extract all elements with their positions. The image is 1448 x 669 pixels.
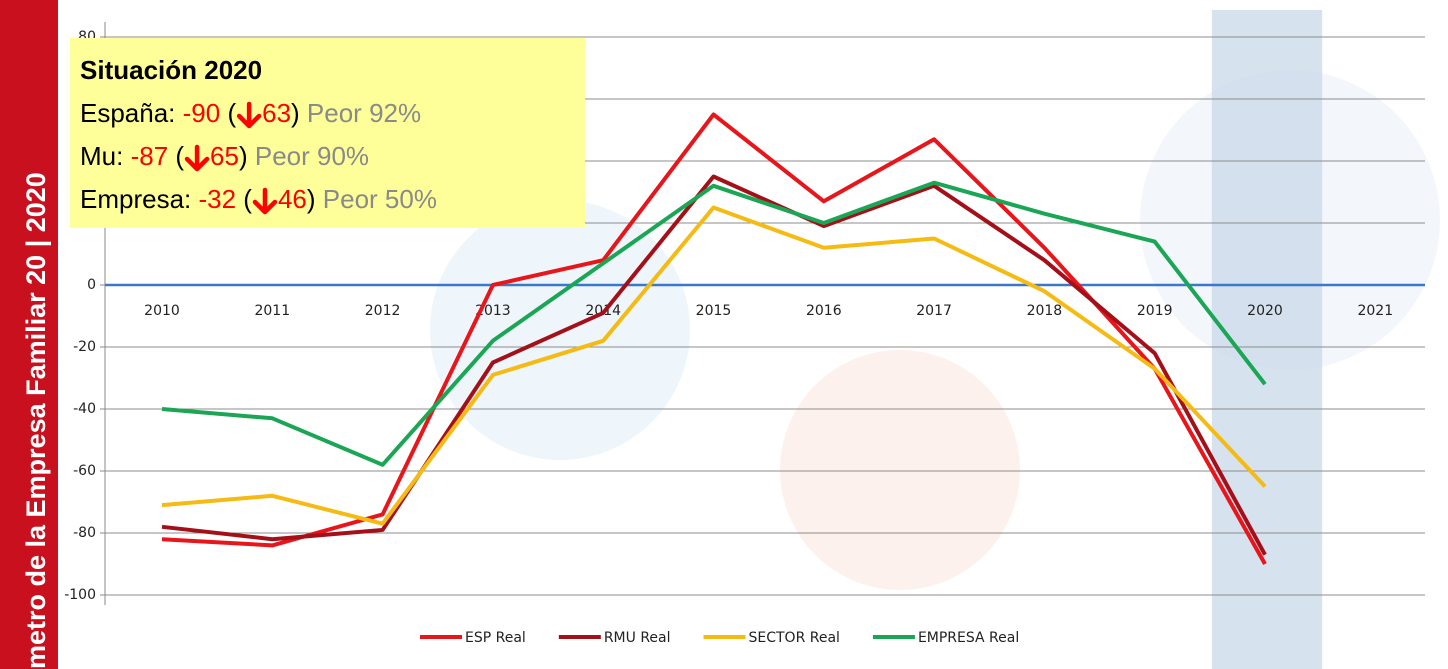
annotation-name: Mu: bbox=[80, 141, 131, 171]
sidebar-text: metro de la Empresa Familiar 20 | 2020 bbox=[21, 172, 51, 669]
sidebar bbox=[0, 0, 58, 669]
y-tick-label: -100 bbox=[64, 587, 96, 603]
x-tick-label: 2018 bbox=[1027, 303, 1063, 319]
legend-label: ESP Real bbox=[465, 630, 526, 646]
annotation-close: ) bbox=[239, 141, 255, 171]
annotation-note: Peor 50% bbox=[323, 184, 437, 214]
down-arrow-icon bbox=[184, 144, 210, 172]
y-tick-label: 0 bbox=[87, 277, 96, 293]
annotation-change: 65 bbox=[210, 141, 239, 171]
annotation-change: 46 bbox=[278, 184, 307, 214]
annotation-close: ) bbox=[307, 184, 323, 214]
legend-label: RMU Real bbox=[604, 630, 671, 646]
annotation-line: Mu: -87 (65) Peor 90% bbox=[80, 141, 369, 171]
series-line bbox=[161, 112, 1267, 565]
legend-label: SECTOR Real bbox=[749, 630, 840, 646]
y-tick-label: -20 bbox=[73, 339, 96, 355]
x-tick-label: 2021 bbox=[1357, 303, 1393, 319]
annotation-value: -90 bbox=[183, 98, 221, 128]
annotation-note: Peor 90% bbox=[255, 141, 369, 171]
x-tick-label: 2019 bbox=[1137, 303, 1173, 319]
x-tick-label: 2011 bbox=[254, 303, 290, 319]
annotation-box bbox=[70, 38, 585, 228]
down-arrow-icon bbox=[252, 187, 278, 215]
down-arrow-icon bbox=[236, 101, 262, 129]
bg-decoration bbox=[780, 350, 1020, 590]
y-tick-label: -80 bbox=[73, 525, 96, 541]
annotation-open: ( bbox=[168, 141, 184, 171]
series-line bbox=[161, 205, 1267, 526]
annotation-open: ( bbox=[220, 98, 236, 128]
annotation-value: -32 bbox=[199, 184, 237, 214]
legend-label: EMPRESA Real bbox=[918, 630, 1019, 646]
annotation-change: 63 bbox=[262, 98, 291, 128]
x-tick-label: 2012 bbox=[365, 303, 401, 319]
annotation-open: ( bbox=[236, 184, 252, 214]
bg-decoration bbox=[430, 200, 690, 460]
y-tick-label: -40 bbox=[73, 401, 96, 417]
annotation-line: Empresa: -32 (46) Peor 50% bbox=[80, 184, 437, 214]
annotation-value: -87 bbox=[131, 141, 169, 171]
x-tick-label: 2016 bbox=[806, 303, 842, 319]
annotation-note: Peor 92% bbox=[307, 98, 421, 128]
annotation-line: España: -90 (63) Peor 92% bbox=[80, 98, 421, 128]
annotation-title: Situación 2020 bbox=[80, 55, 262, 85]
y-tick-label: -60 bbox=[73, 463, 96, 479]
annotation-name: Empresa: bbox=[80, 184, 199, 214]
x-tick-label: 2017 bbox=[916, 303, 952, 319]
x-tick-label: 2015 bbox=[696, 303, 732, 319]
series-line bbox=[161, 174, 1267, 556]
annotation-name: España: bbox=[80, 98, 183, 128]
series-line bbox=[161, 180, 1267, 467]
annotation-close: ) bbox=[291, 98, 307, 128]
x-tick-label: 2010 bbox=[144, 303, 180, 319]
x-tick-label: 2020 bbox=[1247, 303, 1283, 319]
